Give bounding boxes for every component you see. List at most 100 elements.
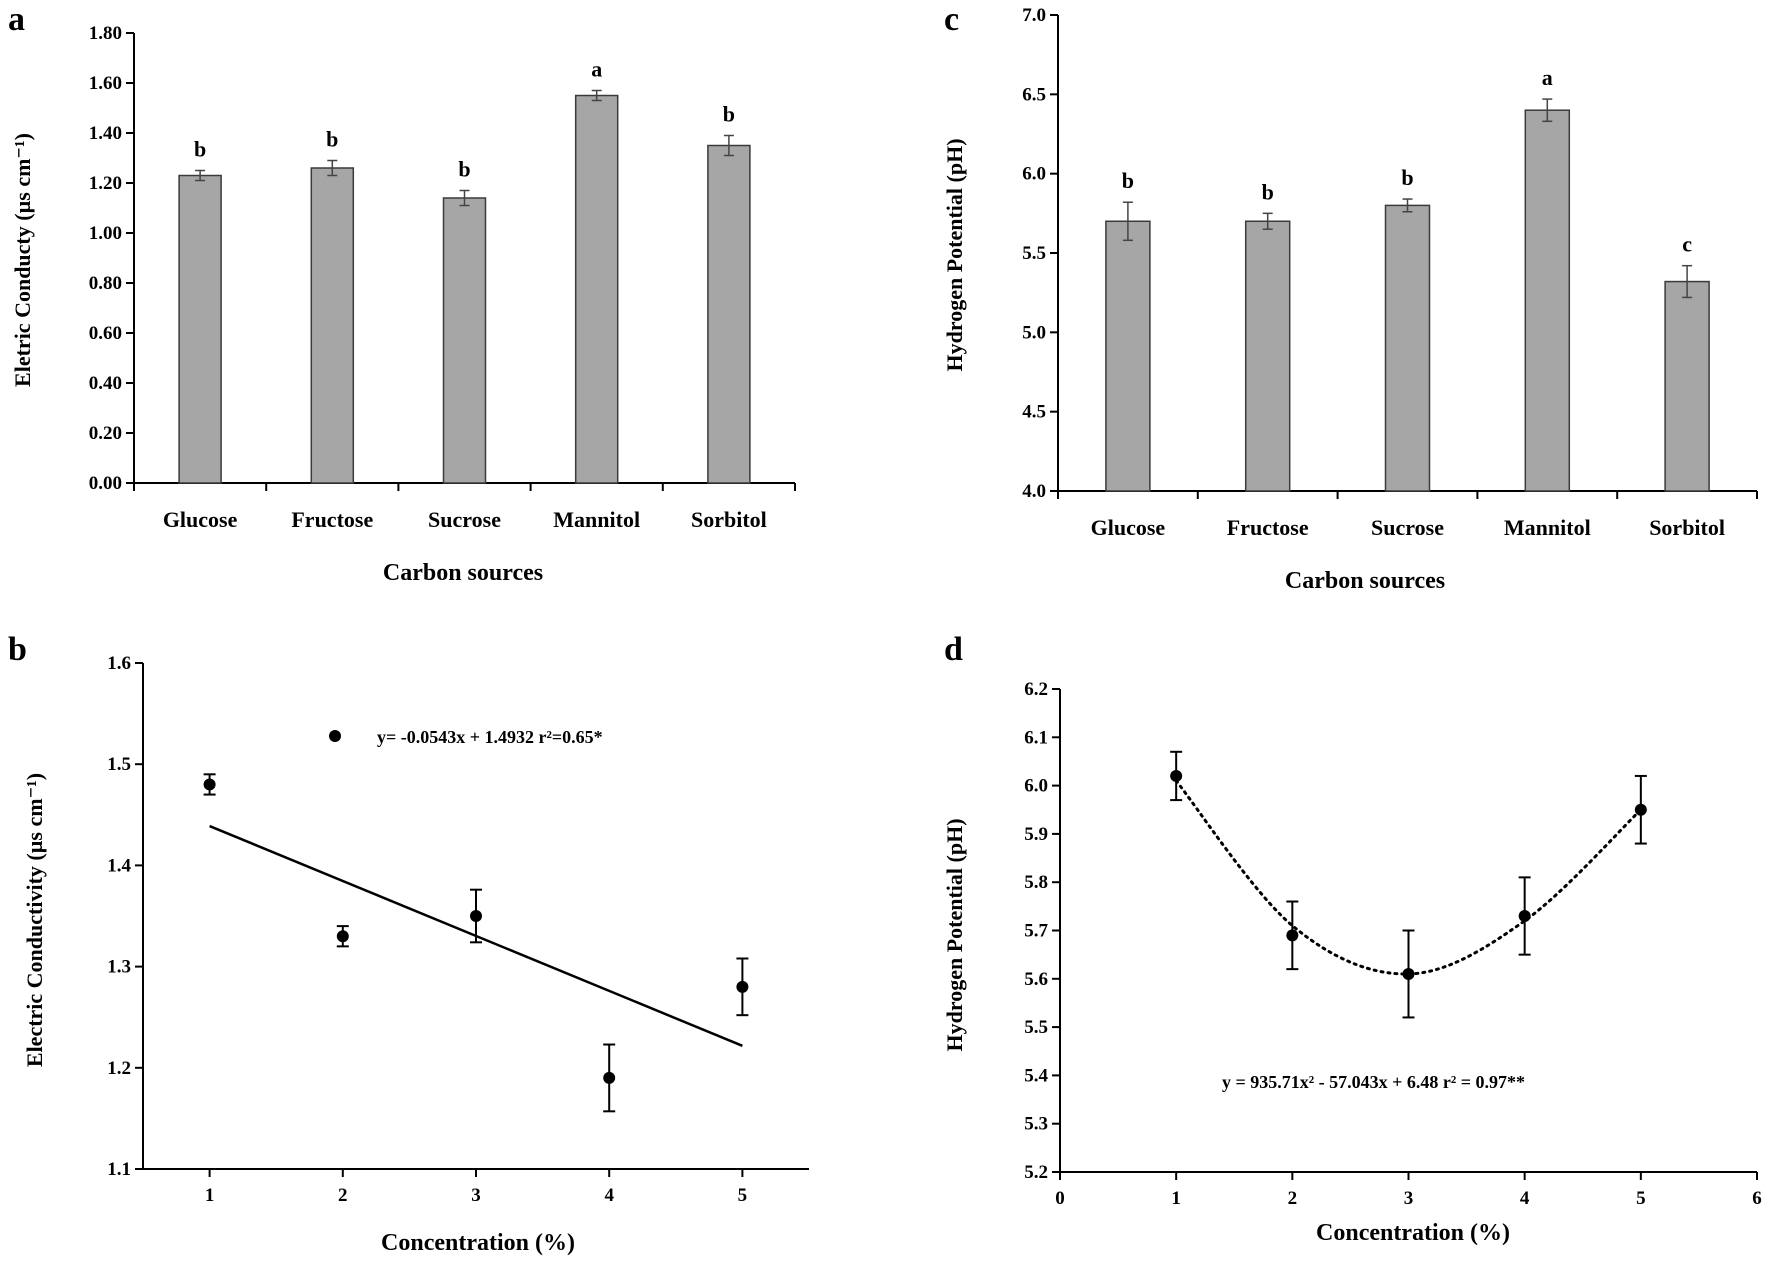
- fit-equation-b: y= -0.0543x + 1.4932 r²=0.65*: [377, 727, 603, 747]
- y-tick-label-a: 1.80: [89, 23, 122, 44]
- x-tick-label-b: 1: [205, 1185, 215, 1206]
- x-tick-label-d: 3: [1404, 1188, 1414, 1209]
- bar-sucrose-a: [442, 197, 487, 484]
- x-tick-label-b: 3: [471, 1185, 481, 1206]
- panel-letter-d: d: [944, 631, 963, 668]
- y-tick-label-a: 0.40: [89, 373, 122, 394]
- y-tick-label-a: 1.60: [89, 73, 122, 94]
- data-point-b: [603, 1071, 616, 1084]
- category-label-a: Mannitol: [553, 507, 640, 532]
- y-axis-label-b: Electric Conductivity (µs cm⁻¹): [22, 773, 47, 1067]
- chart-panel-c: Hydrogen Potential (pH) Carbon sources 4…: [942, 5, 1758, 594]
- x-axis-label-a: Carbon sources: [383, 560, 543, 586]
- data-point-b: [336, 930, 349, 943]
- panel-letter-a: a: [8, 1, 25, 38]
- y-tick-label-a: 1.00: [89, 223, 122, 244]
- data-point-d: [1286, 929, 1299, 942]
- data-point-b: [470, 910, 482, 922]
- category-label-a: Sorbitol: [691, 507, 767, 532]
- y-tick-label-b: 1.6: [107, 653, 131, 674]
- y-tick-label-d: 6.1: [1024, 727, 1048, 748]
- y-tick-label-a: 1.40: [89, 123, 122, 144]
- y-tick-label-d: 5.3: [1024, 1114, 1048, 1135]
- bar-glucose-a: [178, 174, 222, 484]
- significance-letter-c: b: [1262, 179, 1274, 204]
- data-point-d: [1634, 803, 1647, 816]
- category-label-c: Sucrose: [1371, 515, 1444, 540]
- x-axis-label-b: Concentration (%): [381, 1230, 575, 1256]
- y-tick-label-b: 1.4: [107, 855, 131, 876]
- category-label-c: Mannitol: [1504, 515, 1591, 540]
- bar-mannitol-a: [574, 94, 619, 484]
- significance-letter-a: b: [458, 157, 470, 182]
- y-tick-label-a: 1.20: [89, 173, 122, 194]
- y-tick-label-b: 1.2: [107, 1058, 131, 1079]
- significance-letter-a: b: [723, 102, 735, 127]
- bar-mannitol-c: [1524, 109, 1571, 492]
- y-axis-label-a: Eletric Conducty (µs cm⁻¹): [10, 133, 35, 387]
- y-tick-label-a: 0.80: [89, 273, 122, 294]
- y-tick-label-c: 5.5: [1022, 243, 1046, 264]
- y-tick-label-a: 0.60: [89, 323, 122, 344]
- y-tick-label-d: 5.7: [1024, 921, 1048, 942]
- y-tick-label-d: 5.8: [1024, 872, 1048, 893]
- chart-panel-b: Electric Conductivity (µs cm⁻¹) Concentr…: [22, 653, 809, 1256]
- data-point-b: [203, 778, 216, 791]
- significance-letter-a: b: [326, 127, 338, 152]
- y-tick-label-d: 5.2: [1024, 1162, 1048, 1183]
- significance-letter-c: b: [1401, 165, 1413, 190]
- y-tick-label-c: 4.0: [1022, 481, 1046, 502]
- y-tick-label-d: 6.0: [1024, 776, 1048, 797]
- chart-panel-d: Hydrogen Potential (pH) Concentration (%…: [942, 679, 1762, 1246]
- x-tick-label-b: 4: [604, 1185, 614, 1206]
- category-label-c: Sorbitol: [1649, 515, 1725, 540]
- y-tick-label-c: 6.0: [1022, 164, 1046, 185]
- bar-fructose-a: [310, 167, 355, 484]
- category-label-c: Glucose: [1091, 515, 1166, 540]
- data-point-d: [1518, 910, 1531, 923]
- y-tick-label-b: 1.1: [107, 1159, 131, 1180]
- fit-equation-d: y = 935.71x² - 57.043x + 6.48 r² = 0.97*…: [1222, 1072, 1525, 1092]
- category-label-a: Fructose: [291, 507, 373, 532]
- category-label-a: Sucrose: [428, 507, 501, 532]
- y-tick-label-d: 6.2: [1024, 679, 1048, 700]
- y-tick-label-b: 1.5: [107, 754, 131, 775]
- bar-sucrose-c: [1384, 204, 1431, 492]
- significance-letter-c: a: [1542, 65, 1553, 90]
- x-tick-label-b: 5: [738, 1185, 748, 1206]
- y-tick-label-d: 5.9: [1024, 824, 1048, 845]
- category-label-c: Fructose: [1227, 515, 1309, 540]
- bar-glucose-c: [1105, 220, 1151, 492]
- y-tick-label-c: 6.5: [1022, 84, 1046, 105]
- significance-letter-c: c: [1682, 232, 1692, 257]
- y-tick-label-c: 4.5: [1022, 402, 1046, 423]
- panel-letter-c: c: [944, 1, 959, 38]
- x-tick-label-b: 2: [338, 1185, 348, 1206]
- x-tick-label-d: 4: [1520, 1188, 1530, 1209]
- y-tick-label-c: 7.0: [1022, 5, 1046, 26]
- x-axis-label-c: Carbon sources: [1285, 568, 1445, 594]
- y-tick-label-d: 5.4: [1024, 1065, 1048, 1086]
- y-tick-label-a: 0.00: [89, 473, 122, 494]
- significance-letter-a: a: [591, 57, 602, 82]
- x-axis-label-d: Concentration (%): [1316, 1220, 1510, 1246]
- y-tick-label-c: 5.0: [1022, 322, 1046, 343]
- legend-marker-b: [329, 730, 341, 742]
- y-tick-label-b: 1.3: [107, 957, 131, 978]
- y-tick-label-d: 5.5: [1024, 1017, 1048, 1038]
- bar-sorbitol-c: [1664, 280, 1710, 492]
- x-tick-label-d: 6: [1752, 1188, 1762, 1209]
- data-point-d: [1402, 967, 1415, 980]
- data-point-d: [1170, 769, 1183, 782]
- x-tick-label-d: 0: [1055, 1188, 1065, 1209]
- x-tick-label-d: 1: [1171, 1188, 1181, 1209]
- data-point-b: [736, 980, 749, 993]
- panel-letter-b: b: [8, 631, 27, 668]
- bar-fructose-c: [1244, 220, 1291, 492]
- x-tick-label-d: 5: [1636, 1188, 1646, 1209]
- y-tick-label-a: 0.20: [89, 423, 122, 444]
- chart-panel-a: Eletric Conducty (µs cm⁻¹) Carbon source…: [10, 23, 796, 586]
- x-tick-label-d: 2: [1288, 1188, 1298, 1209]
- category-label-a: Glucose: [163, 507, 238, 532]
